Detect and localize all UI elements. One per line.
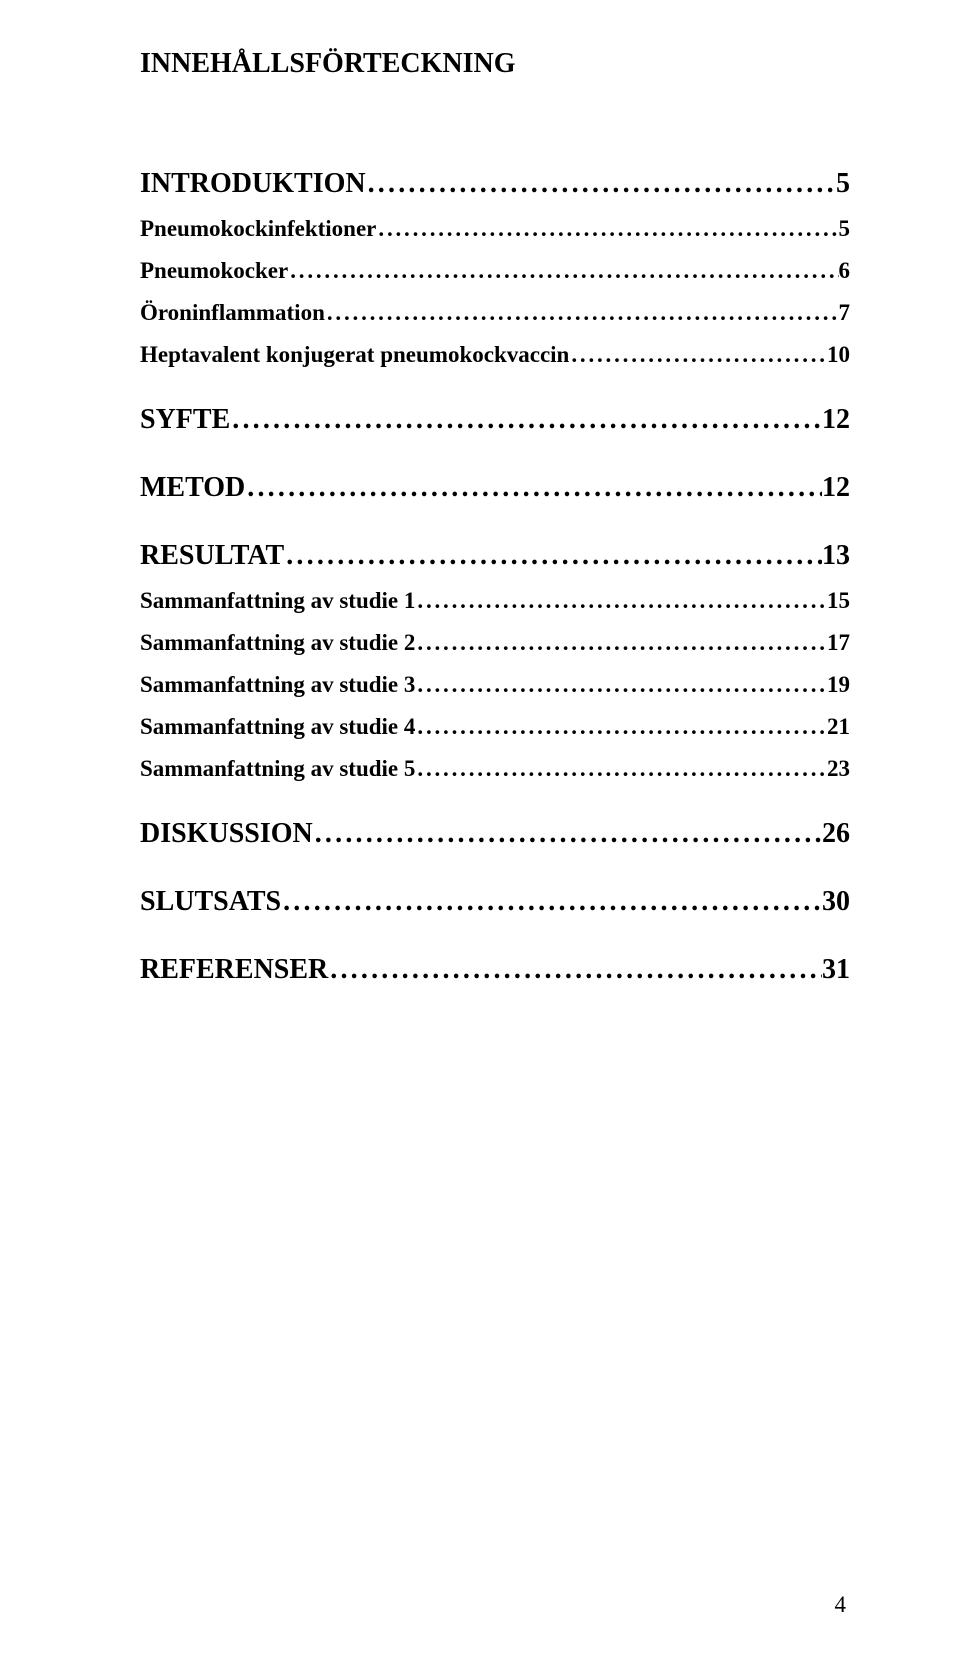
- toc-entry-label: Sammanfattning av studie 1: [140, 588, 415, 614]
- toc-entry-page: 17: [827, 630, 850, 656]
- toc-entry-label: SLUTSATS: [140, 886, 281, 918]
- toc-entry: DISKUSSION 26: [140, 818, 850, 850]
- toc-entry-page: 6: [839, 258, 851, 284]
- toc-entry-label: DISKUSSION: [140, 818, 313, 850]
- toc-entry-label: Sammanfattning av studie 4: [140, 714, 415, 740]
- toc-entry: REFERENSER 31: [140, 954, 850, 986]
- toc-entry-label: Pneumokockinfektioner: [140, 216, 376, 242]
- toc-entry: INTRODUKTION 5: [140, 168, 850, 200]
- document-title: INNEHÅLLSFÖRTECKNING: [140, 48, 850, 80]
- table-of-contents: INTRODUKTION5Pneumokockinfektioner5Pneum…: [140, 168, 850, 986]
- toc-leader-dots: [325, 300, 839, 326]
- toc-entry-page: 21: [827, 714, 850, 740]
- toc-entry: Sammanfattning av studie 4 21: [140, 714, 850, 740]
- toc-entry-page: 5: [836, 168, 850, 200]
- toc-entry-page: 15: [827, 588, 850, 614]
- toc-entry-label: Heptavalent konjugerat pneumokockvaccin: [140, 342, 569, 368]
- toc-entry-label: REFERENSER: [140, 954, 328, 986]
- toc-entry-page: 5: [839, 216, 851, 242]
- toc-leader-dots: [245, 472, 822, 504]
- toc-entry: Sammanfattning av studie 3 19: [140, 672, 850, 698]
- toc-entry-page: 10: [827, 342, 850, 368]
- toc-entry-label: Sammanfattning av studie 5: [140, 756, 415, 782]
- toc-entry-page: 19: [827, 672, 850, 698]
- toc-entry-label: Sammanfattning av studie 3: [140, 672, 415, 698]
- toc-entry: Öroninflammation 7: [140, 300, 850, 326]
- toc-entry: METOD 12: [140, 472, 850, 504]
- toc-entry: Sammanfattning av studie 2 17: [140, 630, 850, 656]
- toc-leader-dots: [376, 216, 838, 242]
- toc-entry-page: 31: [822, 954, 850, 986]
- toc-leader-dots: [328, 954, 822, 986]
- toc-entry-label: RESULTAT: [140, 540, 284, 572]
- toc-entry-label: Sammanfattning av studie 2: [140, 630, 415, 656]
- toc-leader-dots: [288, 258, 838, 284]
- toc-leader-dots: [415, 672, 827, 698]
- toc-entry-label: INTRODUKTION: [140, 168, 366, 200]
- toc-entry-label: Pneumokocker: [140, 258, 288, 284]
- toc-entry-page: 12: [822, 404, 850, 436]
- toc-entry-page: 26: [822, 818, 850, 850]
- toc-leader-dots: [313, 818, 822, 850]
- toc-entry: SLUTSATS 30: [140, 886, 850, 918]
- toc-entry: Sammanfattning av studie 5 23: [140, 756, 850, 782]
- toc-entry-label: METOD: [140, 472, 245, 504]
- toc-leader-dots: [569, 342, 827, 368]
- toc-leader-dots: [230, 404, 822, 436]
- toc-leader-dots: [366, 168, 836, 200]
- toc-entry: Heptavalent konjugerat pneumokockvaccin 1…: [140, 342, 850, 368]
- toc-entry-page: 12: [822, 472, 850, 504]
- toc-entry: SYFTE 12: [140, 404, 850, 436]
- toc-leader-dots: [284, 540, 822, 572]
- toc-leader-dots: [415, 630, 827, 656]
- toc-entry: Sammanfattning av studie 1 15: [140, 588, 850, 614]
- toc-entry-page: 7: [839, 300, 851, 326]
- toc-entry: Pneumokocker 6: [140, 258, 850, 284]
- toc-leader-dots: [415, 588, 827, 614]
- toc-entry-page: 30: [822, 886, 850, 918]
- toc-entry-page: 23: [827, 756, 850, 782]
- toc-entry: Pneumokockinfektioner 5: [140, 216, 850, 242]
- toc-entry: RESULTAT 13: [140, 540, 850, 572]
- toc-entry-label: Öroninflammation: [140, 300, 325, 326]
- toc-entry-page: 13: [822, 540, 850, 572]
- toc-leader-dots: [281, 886, 822, 918]
- toc-leader-dots: [415, 714, 827, 740]
- page-number: 4: [835, 1592, 847, 1618]
- toc-entry-label: SYFTE: [140, 404, 230, 436]
- toc-leader-dots: [415, 756, 827, 782]
